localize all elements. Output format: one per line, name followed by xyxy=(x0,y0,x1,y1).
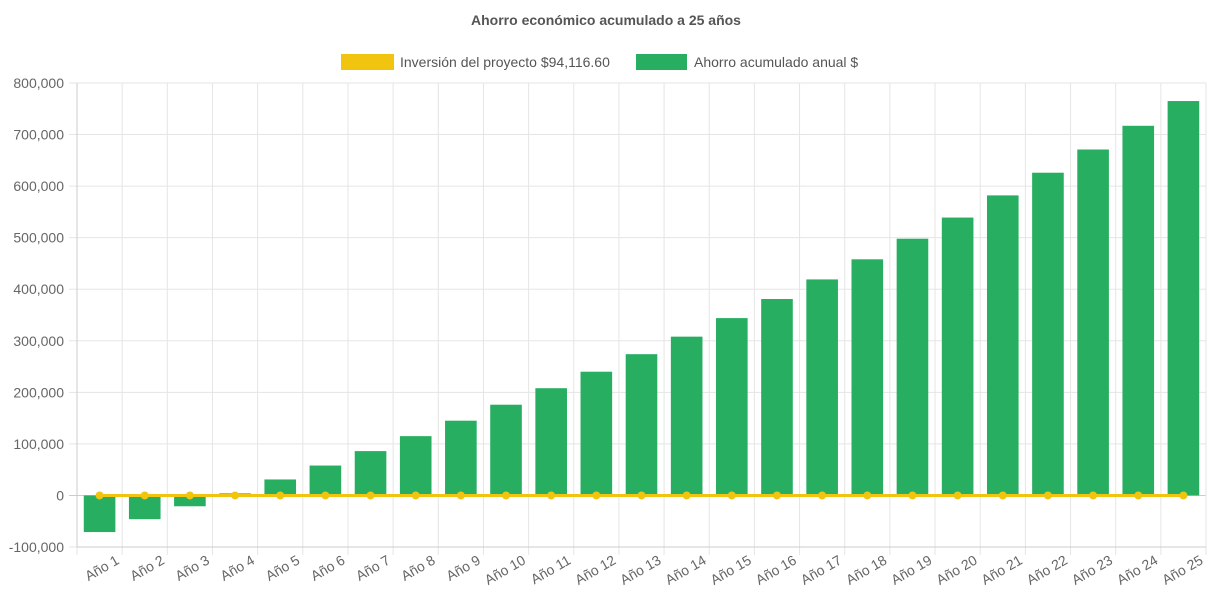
investment-point xyxy=(1134,491,1143,500)
x-tick-label: Año 13 xyxy=(617,552,664,588)
investment-point xyxy=(95,491,104,500)
investment-point xyxy=(411,491,420,500)
x-tick-label: Año 15 xyxy=(707,552,754,588)
bar-savings xyxy=(445,420,477,496)
y-tick-label: 600,000 xyxy=(13,178,64,194)
investment-point xyxy=(547,491,556,500)
investment-point xyxy=(502,491,511,500)
y-tick-label: 100,000 xyxy=(13,436,64,452)
x-tick-label: Año 14 xyxy=(662,552,709,588)
bar-savings xyxy=(264,479,297,496)
bar-savings xyxy=(625,354,658,496)
investment-point xyxy=(998,491,1007,500)
y-tick-label: 700,000 xyxy=(13,127,64,143)
y-tick-label: 800,000 xyxy=(13,75,64,91)
y-tick-label: 500,000 xyxy=(13,230,64,246)
x-tick-label: Año 10 xyxy=(482,552,529,588)
bar-savings xyxy=(1077,149,1109,496)
bar-savings xyxy=(896,238,929,496)
x-tick-label: Año 21 xyxy=(978,552,1025,588)
y-tick-label: 300,000 xyxy=(13,333,64,349)
bar-savings xyxy=(83,495,116,533)
x-tick-label: Año 19 xyxy=(888,552,935,588)
bar-savings xyxy=(806,279,838,496)
investment-point xyxy=(908,491,917,500)
x-tick-label: Año 5 xyxy=(263,552,303,584)
x-tick-label: Año 18 xyxy=(843,552,890,588)
legend-swatch-savings xyxy=(636,54,687,70)
x-tick-label: Año 8 xyxy=(398,552,438,584)
bar-savings xyxy=(716,318,748,496)
bars xyxy=(83,101,1200,533)
y-axis: 800,000 700,000 600,000 500,000 400,000 300,0… xyxy=(9,75,78,555)
x-tick-label: Año 20 xyxy=(933,552,980,588)
x-tick-label: Año 1 xyxy=(82,552,122,584)
investment-point xyxy=(953,491,962,500)
investment-point xyxy=(863,491,872,500)
legend-label-savings: Ahorro acumulado anual $ xyxy=(694,54,858,70)
x-tick-label: Año 12 xyxy=(572,552,619,588)
investment-point xyxy=(637,491,646,500)
investment-point xyxy=(456,491,465,500)
investment-point xyxy=(321,491,330,500)
bar-savings xyxy=(941,217,974,496)
bar-savings xyxy=(670,336,703,496)
bar-savings xyxy=(1122,125,1155,496)
y-tick-label: -100,000 xyxy=(9,539,64,555)
y-tick-label: 400,000 xyxy=(13,281,64,297)
x-tick-label: Año 4 xyxy=(217,552,257,584)
x-tick-label: Año 9 xyxy=(443,552,483,584)
bar-savings xyxy=(128,495,161,520)
investment-point xyxy=(185,491,194,500)
bar-savings xyxy=(580,371,613,496)
investment-point xyxy=(231,491,240,500)
bar-savings xyxy=(761,299,793,496)
investment-point xyxy=(1089,491,1098,500)
investment-point xyxy=(592,491,601,500)
investment-point xyxy=(682,491,691,500)
investment-point xyxy=(366,491,375,500)
x-tick-label: Año 7 xyxy=(353,552,393,584)
investment-line-series xyxy=(95,491,1188,500)
investment-point xyxy=(818,491,827,500)
investment-point xyxy=(727,491,736,500)
y-tick-label: 0 xyxy=(56,487,64,503)
x-tick-label: Año 6 xyxy=(308,552,348,584)
bar-savings xyxy=(399,436,432,496)
bar-savings xyxy=(535,388,567,496)
bar-savings xyxy=(174,495,206,507)
bar-savings xyxy=(851,259,884,496)
grid xyxy=(69,82,1207,555)
x-tick-label: Año 16 xyxy=(753,552,800,588)
legend-label-investment: Inversión del proyecto $94,116.60 xyxy=(400,54,610,70)
bar-savings xyxy=(309,465,342,496)
bar-savings xyxy=(986,195,1019,496)
x-tick-label: Año 11 xyxy=(528,552,574,588)
investment-point xyxy=(276,491,285,500)
x-axis: Año 1 Año 2 Año 3 Año 4 Año 5 Año 6 Año 7 Año 8… xyxy=(77,546,1206,588)
bar-savings xyxy=(490,404,522,496)
investment-point xyxy=(140,491,149,500)
legend: Inversión del proyecto $94,116.60 Ahorro… xyxy=(341,54,858,70)
x-tick-label: Año 23 xyxy=(1069,552,1116,588)
bar-savings xyxy=(1032,172,1064,496)
bar-savings xyxy=(1167,101,1200,496)
x-tick-label: Año 24 xyxy=(1114,552,1161,588)
chart-title: Ahorro económico acumulado a 25 años xyxy=(471,12,741,28)
x-tick-label: Año 3 xyxy=(172,552,212,584)
bar-savings xyxy=(354,451,387,496)
investment-point xyxy=(1043,491,1052,500)
x-tick-label: Año 17 xyxy=(798,552,845,588)
x-tick-label: Año 22 xyxy=(1024,552,1071,588)
legend-swatch-investment xyxy=(341,54,394,70)
y-tick-label: 200,000 xyxy=(13,384,64,400)
investment-point xyxy=(1179,491,1188,500)
x-tick-label: Año 25 xyxy=(1159,552,1206,588)
x-tick-label: Año 2 xyxy=(127,552,167,584)
investment-point xyxy=(772,491,781,500)
